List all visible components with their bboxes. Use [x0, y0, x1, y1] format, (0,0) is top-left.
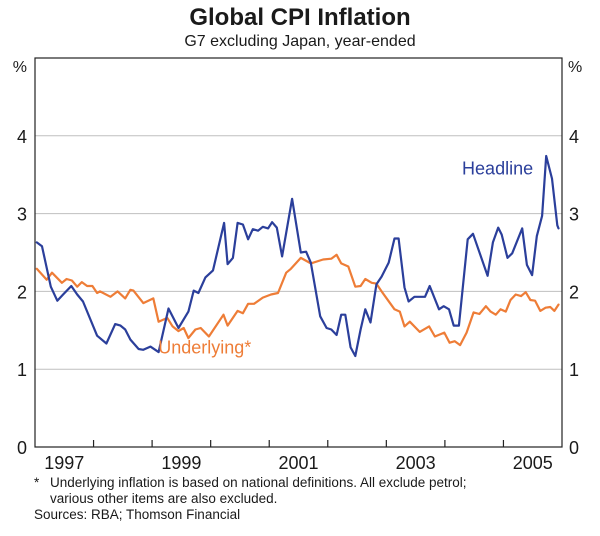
- y-tick-label-right: 1: [569, 360, 579, 380]
- footnote-text-line1: Underlying inflation is based on nationa…: [50, 475, 467, 490]
- chart-subtitle: G7 excluding Japan, year-ended: [184, 33, 416, 50]
- plot-frame: [34, 57, 563, 448]
- y-tick-label-left: 0: [17, 438, 27, 458]
- x-tick-label: 2001: [278, 453, 318, 473]
- series-line-headline: [35, 154, 560, 358]
- y-tick-label-left: 2: [17, 282, 27, 302]
- footnote-star: *: [34, 475, 40, 490]
- x-tick-label: 1999: [161, 453, 201, 473]
- y-tick-label-left: 4: [17, 127, 27, 147]
- series-label-headline: Headline: [462, 159, 533, 179]
- y-unit-label-left: %: [13, 59, 27, 76]
- y-tick-label-right: 0: [569, 438, 579, 458]
- chart-title: Global CPI Inflation: [189, 4, 411, 31]
- y-tick-label-right: 4: [569, 127, 579, 147]
- y-tick-label-right: 3: [569, 205, 579, 225]
- series-label-underlying: Underlying*: [158, 338, 251, 358]
- series-line-underlying: [35, 253, 560, 347]
- x-tick-label: 1997: [44, 453, 84, 473]
- gridlines: [35, 135, 562, 370]
- y-tick-label-left: 3: [17, 205, 27, 225]
- footnote-text-line2: various other items are also excluded.: [50, 491, 278, 506]
- x-tick-label: 2003: [396, 453, 436, 473]
- x-ticks: [92, 440, 505, 447]
- sources-note: Sources: RBA; Thomson Financial: [34, 507, 240, 523]
- axis-labels: 0 0 1 1 2 2 3 3 4 4% % 1997 1999 2001 2003 2005 Headline…: [13, 59, 582, 473]
- y-tick-label-right: 2: [569, 282, 579, 302]
- x-tick-label: 2005: [513, 453, 553, 473]
- y-tick-label-left: 1: [17, 360, 27, 380]
- series-lines: [35, 154, 560, 358]
- sources-text: Sources: RBA; Thomson Financial: [34, 507, 241, 522]
- y-unit-label-right: %: [568, 59, 582, 76]
